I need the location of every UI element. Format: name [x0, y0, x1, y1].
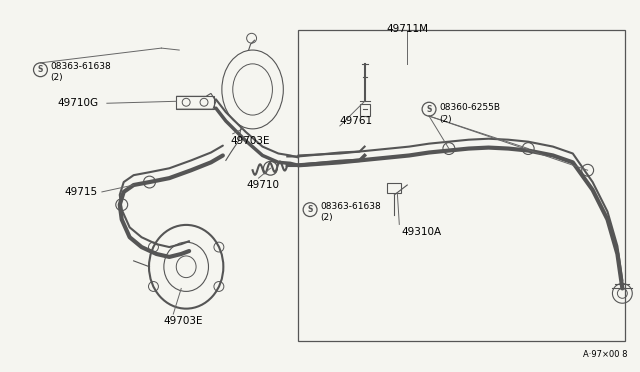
Text: 49710G: 49710G	[58, 98, 99, 108]
Text: (2): (2)	[439, 115, 452, 124]
Text: 49703E: 49703E	[231, 136, 270, 146]
Text: 49703E: 49703E	[163, 316, 203, 326]
Text: 49761: 49761	[340, 116, 373, 126]
Text: S: S	[38, 65, 43, 74]
Text: 49711M: 49711M	[386, 25, 428, 35]
Text: 08363-61638: 08363-61638	[320, 202, 381, 211]
Text: S: S	[307, 205, 313, 214]
Bar	[360, 104, 369, 116]
Text: 49715: 49715	[64, 187, 97, 197]
Text: 08360-6255B: 08360-6255B	[439, 103, 500, 112]
Text: S: S	[426, 105, 432, 114]
Text: 49710: 49710	[246, 180, 280, 190]
Text: 49310A: 49310A	[401, 227, 442, 237]
Bar	[176, 96, 214, 109]
Text: (2): (2)	[51, 73, 63, 82]
Bar	[387, 183, 401, 193]
Text: (2): (2)	[320, 213, 333, 222]
Text: A·97×00 8: A·97×00 8	[583, 350, 627, 359]
Text: 08363-61638: 08363-61638	[51, 62, 111, 71]
Bar	[298, 31, 625, 341]
